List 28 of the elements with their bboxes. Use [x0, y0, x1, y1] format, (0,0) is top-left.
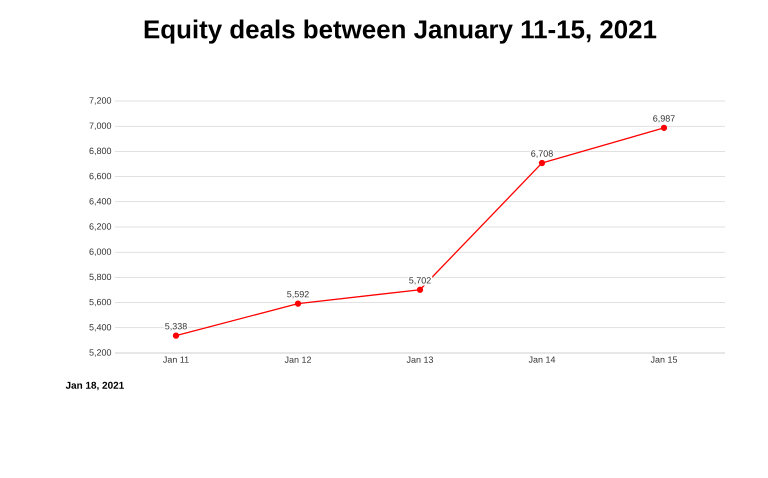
data-label: 5,702: [409, 277, 431, 285]
text: Jan 18, 2021: [66, 382, 124, 390]
y-tick-label: 5,800: [89, 274, 112, 282]
y-tick-label: 5,600: [89, 298, 112, 306]
data-label: 5,338: [165, 323, 187, 330]
point: [294, 300, 302, 307]
y-tick-label: 6,800: [89, 148, 112, 156]
x-tick-label: Jan 13: [406, 356, 434, 363]
y-tick-label: 6,400: [89, 198, 112, 206]
data-label: 6,987: [653, 115, 675, 123]
x-tick-label: Jan 15: [650, 356, 678, 363]
y-tick-label: 5,400: [89, 324, 112, 332]
y-tick-label: 5,200: [89, 349, 112, 357]
x-tick-label: Jan 14: [528, 356, 556, 363]
x-tick-label: Jan 11: [163, 356, 189, 363]
y-tick-label: 6,200: [89, 223, 112, 231]
x-tick-label: Jan 12: [284, 356, 311, 363]
data-label: 5,592: [287, 291, 309, 298]
y-tick-label: 6,600: [89, 172, 112, 180]
point: [660, 124, 668, 131]
point: [416, 286, 424, 293]
point: [172, 332, 180, 339]
point: [538, 160, 546, 166]
chart-title: Equity deals between January 11-15, 2021: [144, 20, 656, 44]
data-label: 6,708: [531, 150, 553, 158]
y-tick-label: 6,000: [89, 248, 112, 256]
y-tick-label: 7,000: [89, 122, 112, 130]
y-tick-label: 7,200: [89, 97, 112, 105]
